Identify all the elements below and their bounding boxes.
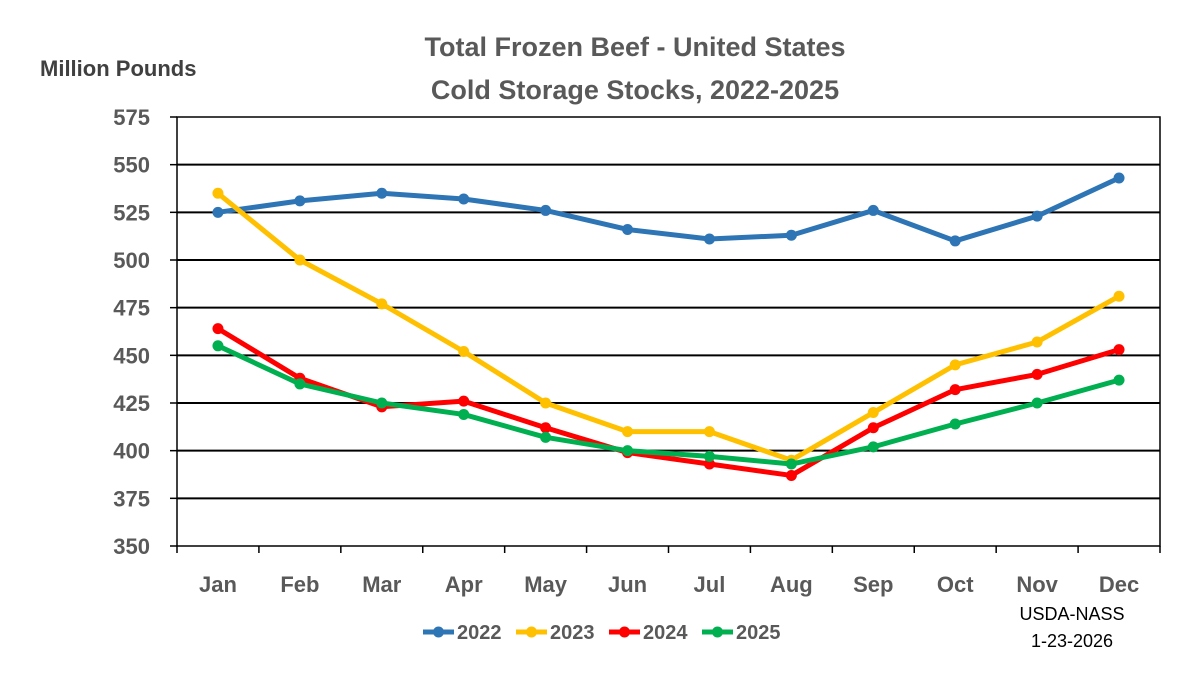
point-2023-jan: [212, 188, 223, 199]
legend-marker-2025: [712, 627, 723, 638]
legend-label-2024: 2024: [643, 622, 688, 644]
point-2024-nov: [1032, 369, 1043, 380]
legend-marker-2022: [433, 627, 444, 638]
chart-title-line-2: Cold Storage Stocks, 2022-2025: [431, 75, 839, 105]
point-2025-feb: [294, 378, 305, 389]
point-2025-apr: [458, 409, 469, 420]
point-2025-oct: [950, 418, 961, 429]
y-tick-label-550: 550: [113, 153, 150, 178]
series-group: [212, 173, 1124, 481]
point-2023-jul: [704, 426, 715, 437]
point-2024-jan: [212, 323, 223, 334]
point-2022-feb: [294, 195, 305, 206]
x-tick-label-dec: Dec: [1099, 572, 1139, 597]
point-2023-oct: [950, 359, 961, 370]
y-tick-label-475: 475: [113, 296, 150, 321]
y-tick-label-375: 375: [113, 486, 150, 511]
gridlines: [177, 165, 1160, 499]
point-2022-sep: [868, 205, 879, 216]
point-2022-jun: [622, 224, 633, 235]
x-tick-label-sep: Sep: [853, 572, 893, 597]
y-axis-ticks: 350 375 400 425 450 475 500 525 550 575: [113, 105, 177, 559]
legend-marker-2023: [526, 627, 537, 638]
series-line-2025: [218, 346, 1119, 464]
point-2024-oct: [950, 384, 961, 395]
y-tick-label-525: 525: [113, 200, 150, 225]
x-tick-label-oct: Oct: [937, 572, 974, 597]
point-2022-apr: [458, 193, 469, 204]
x-tick-label-nov: Nov: [1016, 572, 1058, 597]
point-2024-apr: [458, 396, 469, 407]
x-tick-label-mar: Mar: [362, 572, 402, 597]
legend: 2022 2023 2024 2025: [423, 622, 781, 644]
x-tick-label-jan: Jan: [199, 572, 237, 597]
point-2023-feb: [294, 255, 305, 266]
point-2023-may: [540, 398, 551, 409]
point-2023-nov: [1032, 336, 1043, 347]
point-2025-mar: [376, 398, 387, 409]
point-2023-sep: [868, 407, 879, 418]
y-tick-label-500: 500: [113, 248, 150, 273]
point-2025-jul: [704, 451, 715, 462]
x-tick-label-jul: Jul: [694, 572, 726, 597]
point-2022-aug: [786, 230, 797, 241]
chart-title-line-1: Total Frozen Beef - United States: [424, 32, 845, 62]
y-tick-label-400: 400: [113, 439, 150, 464]
x-tick-label-feb: Feb: [280, 572, 319, 597]
y-tick-label-425: 425: [113, 391, 150, 416]
point-2022-nov: [1032, 211, 1043, 222]
x-tick-label-aug: Aug: [770, 572, 813, 597]
point-2022-jul: [704, 234, 715, 245]
point-2024-sep: [868, 422, 879, 433]
x-tick-label-apr: Apr: [445, 572, 483, 597]
point-2025-dec: [1114, 375, 1125, 386]
point-2022-oct: [950, 235, 961, 246]
point-2025-jun: [622, 445, 633, 456]
point-2025-may: [540, 432, 551, 443]
point-2022-may: [540, 205, 551, 216]
point-2022-jan: [212, 207, 223, 218]
series-line-2022: [218, 178, 1119, 241]
point-2025-aug: [786, 459, 797, 470]
legend-marker-2024: [619, 627, 630, 638]
x-tick-label-may: May: [524, 572, 568, 597]
point-2023-jun: [622, 426, 633, 437]
point-2023-dec: [1114, 291, 1125, 302]
point-2023-apr: [458, 346, 469, 357]
point-2024-aug: [786, 470, 797, 481]
source-label-line-1: USDA-NASS: [1019, 604, 1124, 624]
point-2024-may: [540, 422, 551, 433]
legend-label-2023: 2023: [550, 622, 595, 644]
y-tick-label-450: 450: [113, 343, 150, 368]
plot-area-border: [177, 117, 1160, 546]
point-2025-jan: [212, 340, 223, 351]
y-axis-label: Million Pounds: [40, 56, 196, 81]
source-label-line-2: 1-23-2026: [1031, 631, 1113, 651]
point-2023-mar: [376, 298, 387, 309]
point-2022-mar: [376, 188, 387, 199]
point-2025-nov: [1032, 398, 1043, 409]
point-2024-dec: [1114, 344, 1125, 355]
point-2022-dec: [1114, 173, 1125, 184]
y-tick-label-575: 575: [113, 105, 150, 130]
legend-label-2025: 2025: [736, 622, 781, 644]
legend-label-2022: 2022: [457, 622, 502, 644]
point-2025-sep: [868, 441, 879, 452]
x-tick-label-jun: Jun: [608, 572, 647, 597]
y-tick-label-350: 350: [113, 534, 150, 559]
x-axis-ticks: Jan Feb Mar Apr May Jun Jul Aug Sep Oct Nov Dec: [177, 546, 1160, 597]
